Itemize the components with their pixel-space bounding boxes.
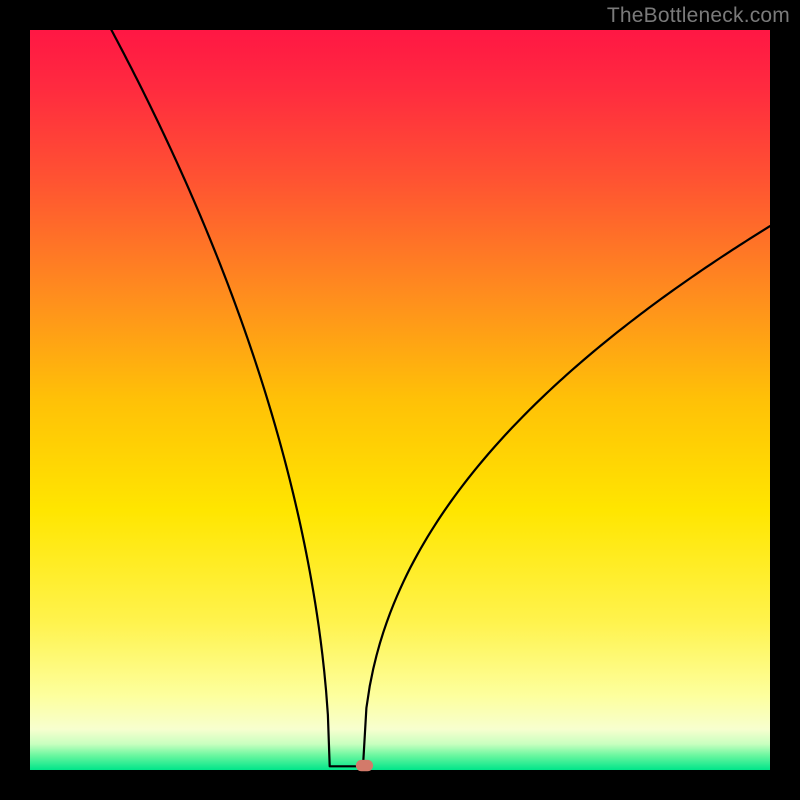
- plot-background: [30, 30, 770, 770]
- optimum-marker: [356, 760, 372, 770]
- bottleneck-chart: TheBottleneck.com: [0, 0, 800, 800]
- chart-canvas: [0, 0, 800, 800]
- watermark-text: TheBottleneck.com: [607, 4, 790, 28]
